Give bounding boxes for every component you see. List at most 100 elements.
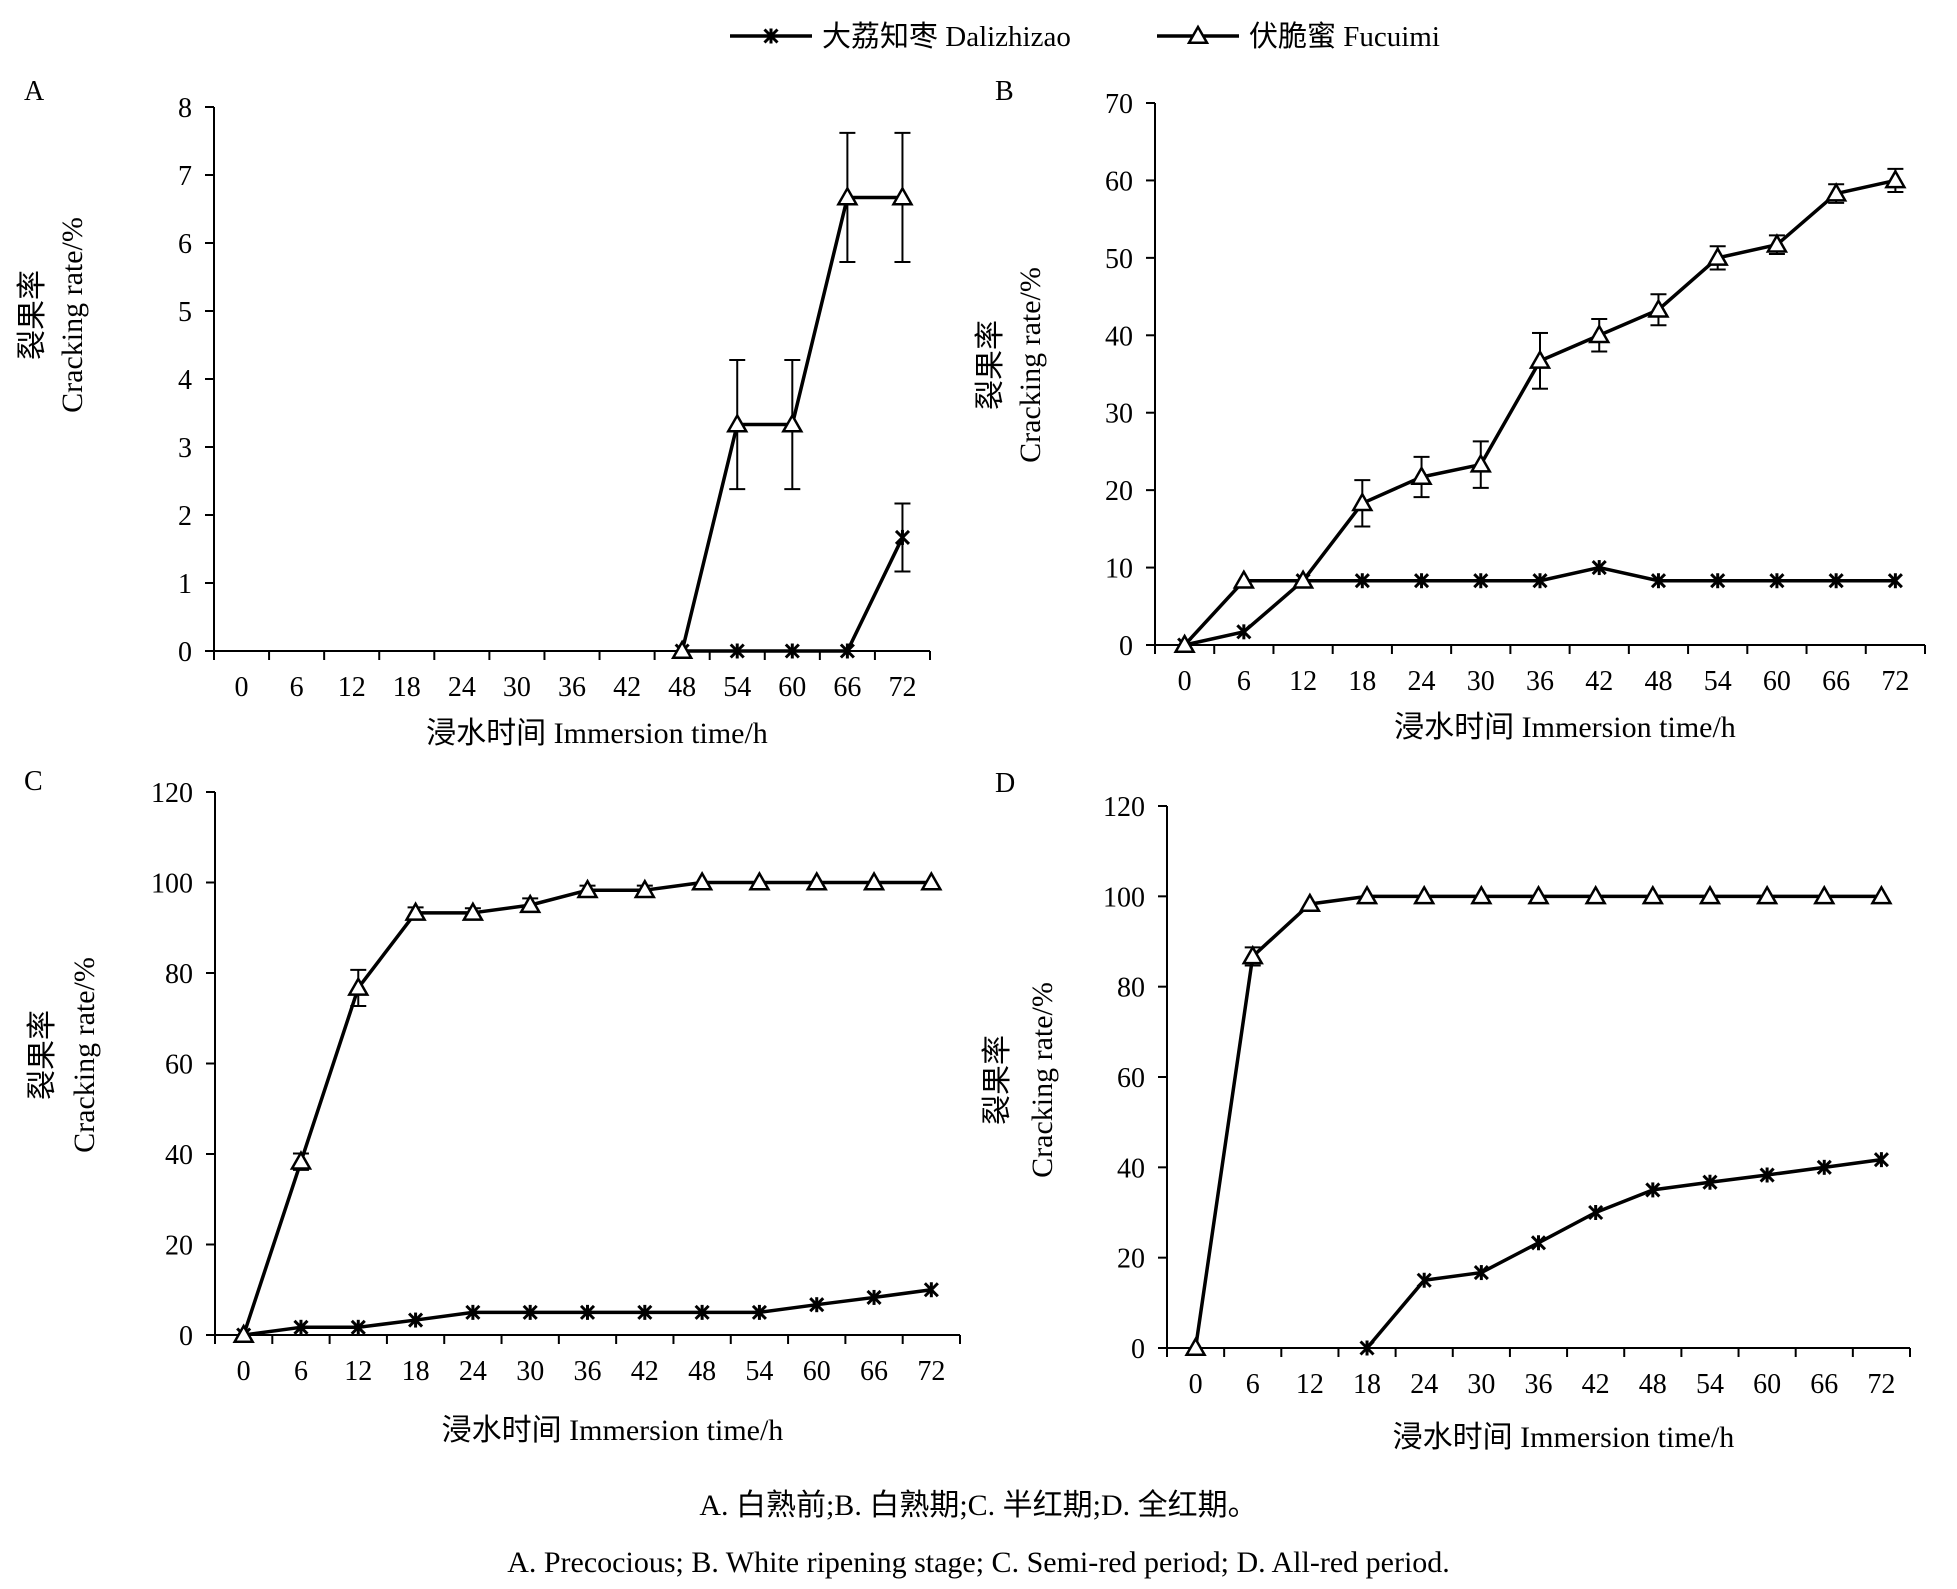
data-point-star-marker	[1532, 573, 1548, 589]
x-axis-label: 浸水时间 Immersion time/h	[1393, 1421, 1735, 1454]
y-tick-label: 2	[178, 501, 192, 532]
y-tick-label: 30	[1105, 399, 1133, 430]
x-tick-label: 48	[1644, 666, 1672, 697]
x-tick-label: 66	[1810, 1369, 1838, 1400]
series-fucuimi	[232, 870, 943, 1343]
y-tick-label: 40	[1105, 321, 1133, 352]
data-point-triangle-marker	[1641, 884, 1664, 905]
y-tick-label: 5	[178, 297, 192, 328]
data-point-star-marker	[1769, 573, 1785, 589]
data-point-star-marker	[1413, 573, 1430, 589]
y-tick-label: 8	[178, 93, 192, 124]
x-axis-label: 浸水时间 Immersion time/h	[1394, 711, 1736, 744]
x-tick-label: 54	[723, 672, 751, 703]
legend-entry-dalizhizao: 大荔知枣 Dalizhizao	[730, 20, 1071, 53]
figure-caption-en: A. Precocious; B. White ripening stage; …	[507, 1546, 1450, 1579]
y-tick-label: 0	[179, 1321, 193, 1352]
data-point-triangle-marker	[1184, 1336, 1207, 1356]
x-tick-label: 18	[402, 1356, 430, 1387]
data-point-star-marker	[923, 1282, 939, 1298]
series-line	[682, 536, 905, 653]
legend-entry-fucuimi: 伏脆蜜 Fucuimi	[1157, 20, 1440, 53]
y-tick-label: 0	[1119, 631, 1133, 662]
x-tick-label: 18	[1353, 1369, 1381, 1400]
figure-caption-zh: A. 白熟前;B. 白熟期;C. 半红期;D. 全红期。	[699, 1489, 1258, 1522]
data-point-star-marker	[1710, 573, 1726, 589]
data-point-triangle-marker	[1584, 884, 1607, 905]
data-point-triangle-marker	[289, 1150, 313, 1170]
x-tick-label: 30	[516, 1356, 544, 1387]
x-tick-label: 6	[1246, 1369, 1260, 1400]
x-tick-label: 66	[860, 1356, 888, 1387]
data-point-star-marker	[579, 1304, 596, 1320]
x-axis-label: 浸水时间 Immersion time/h	[442, 1414, 784, 1447]
y-tick-label: 70	[1105, 89, 1133, 120]
series-fucuimi	[670, 131, 914, 659]
y-tick-label: 3	[178, 433, 192, 464]
y-tick-label: 20	[165, 1231, 193, 1262]
y-tick-label: 60	[1105, 166, 1133, 197]
data-point-triangle-marker	[1588, 323, 1611, 344]
data-point-star-marker	[293, 1319, 309, 1335]
series-line	[1193, 894, 1882, 1349]
x-tick-label: 24	[1408, 666, 1436, 697]
data-point-star-marker	[751, 1304, 767, 1320]
x-tick-label: 36	[574, 1356, 602, 1387]
legend-label: 伏脆蜜 Fucuimi	[1249, 20, 1440, 53]
data-point-star-marker	[465, 1304, 481, 1320]
y-axis-label-zh: 裂果率	[16, 270, 49, 360]
data-point-triangle-marker	[920, 870, 943, 891]
y-tick-label: 20	[1117, 1244, 1145, 1275]
data-point-triangle-marker	[1291, 569, 1315, 589]
data-point-star-marker	[1873, 1152, 1889, 1168]
y-tick-label: 6	[178, 229, 192, 260]
data-point-triangle-marker	[347, 976, 370, 996]
legend: 大荔知枣 Dalizhizao 伏脆蜜 Fucuimi	[730, 20, 1440, 53]
x-tick-label: 48	[1639, 1369, 1667, 1400]
data-point-triangle-marker	[1870, 884, 1893, 905]
data-point-triangle-marker	[1527, 884, 1550, 905]
x-tick-label: 42	[1582, 1369, 1610, 1400]
data-point-triangle-marker	[836, 185, 859, 206]
data-point-triangle-marker	[1410, 465, 1433, 485]
data-point-triangle-marker	[1470, 884, 1493, 905]
y-tick-label: 50	[1105, 244, 1133, 275]
x-tick-label: 30	[1467, 1369, 1495, 1400]
data-point-triangle-marker	[670, 639, 694, 659]
series-line	[241, 880, 932, 1336]
data-point-triangle-marker	[1706, 246, 1729, 266]
data-point-star-marker	[1530, 1235, 1547, 1251]
data-point-star-marker	[1473, 573, 1489, 589]
x-tick-label: 30	[1467, 666, 1495, 697]
data-point-star-marker	[866, 1289, 882, 1306]
y-tick-label: 0	[1131, 1334, 1145, 1365]
x-tick-label: 60	[1763, 666, 1791, 697]
series-dalizhizao	[1177, 560, 1903, 653]
x-tick-label: 12	[338, 672, 366, 703]
x-tick-label: 36	[558, 672, 586, 703]
data-point-triangle-marker	[1355, 884, 1379, 905]
x-tick-label: 18	[1348, 666, 1376, 697]
x-tick-label: 0	[1178, 666, 1192, 697]
data-point-triangle-marker	[1698, 884, 1722, 905]
data-point-star-marker	[1887, 573, 1903, 589]
legend-marker-triangle-icon	[1186, 24, 1210, 44]
series-fucuimi	[1173, 167, 1907, 653]
x-tick-label: 66	[833, 672, 861, 703]
x-tick-label: 6	[1237, 666, 1251, 697]
data-point-star-marker	[408, 1312, 424, 1328]
legend-marker-star-icon	[763, 28, 779, 44]
y-axis-label-en: Cracking rate/%	[1014, 267, 1047, 463]
data-point-triangle-marker	[805, 870, 828, 891]
series-dalizhizao	[236, 1282, 939, 1343]
y-tick-label: 4	[178, 365, 192, 396]
x-tick-label: 24	[459, 1356, 487, 1387]
y-tick-label: 100	[1103, 882, 1145, 913]
y-tick-label: 80	[1117, 973, 1145, 1004]
y-tick-label: 60	[165, 1050, 193, 1081]
legend-label: 大荔知枣 Dalizhizao	[822, 20, 1071, 53]
x-tick-label: 42	[631, 1356, 659, 1387]
data-point-triangle-marker	[1413, 884, 1436, 905]
